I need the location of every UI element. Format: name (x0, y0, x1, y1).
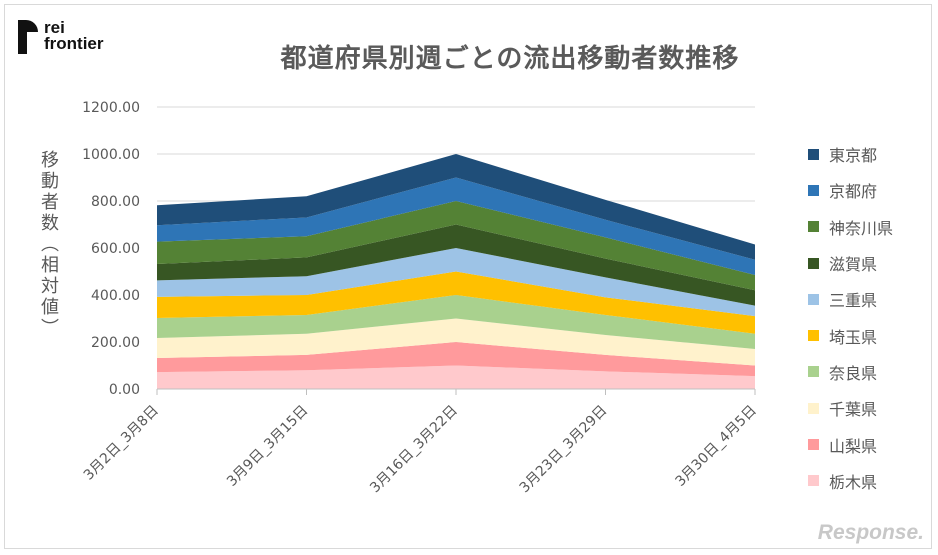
y-tick-label: 0.00 (109, 382, 140, 398)
x-tick-label: 3月2日_3月8日 (81, 403, 162, 484)
y-axis-label-char: ︵ (41, 234, 59, 255)
y-tick-label: 800.00 (91, 194, 140, 210)
y-tick-label: 400.00 (91, 288, 140, 304)
area-series (157, 177, 755, 276)
legend-label: 奈良県 (829, 363, 878, 383)
y-axis-label-char: 動 (41, 171, 59, 192)
y-axis-label-char: 移 (41, 150, 59, 171)
legend-label: 京都府 (829, 182, 878, 202)
y-tick-label: 1000.00 (82, 147, 140, 163)
area-series (157, 271, 755, 334)
legend-item: 京都府 (808, 172, 893, 208)
area-series (157, 224, 755, 306)
area-series (157, 201, 755, 291)
y-axis-label: 移動者数 ︵ 相対値 ︶ (38, 150, 62, 339)
y-axis-label-char: 者 (41, 192, 59, 213)
legend-item: 神奈川県 (808, 209, 893, 245)
legend-swatch (808, 402, 819, 414)
legend-swatch (808, 366, 819, 378)
legend-item: 千葉県 (808, 390, 893, 426)
x-tick-label: 3月9日_3月15日 (224, 403, 311, 490)
y-axis-label-char: 対 (41, 276, 59, 297)
area-series (157, 295, 755, 350)
logo-line1: rei (44, 18, 65, 37)
y-tick-label: 1200.00 (82, 100, 140, 116)
y-axis-label-char: 数 (41, 213, 59, 234)
legend-item: 三重県 (808, 281, 893, 317)
legend-swatch (808, 221, 819, 233)
logo: rei frontier (18, 18, 104, 54)
area-series (157, 248, 755, 317)
legend-label: 神奈川県 (829, 218, 894, 238)
y-tick-label: 200.00 (91, 335, 140, 351)
logo-line2: frontier (44, 34, 104, 53)
legend-item: 埼玉県 (808, 317, 893, 353)
legend-swatch (808, 475, 819, 487)
area-series (157, 154, 755, 260)
legend-swatch (808, 330, 819, 342)
y-axis-label-char: 値 (41, 297, 59, 318)
x-tick-label: 3月16日_3月22日 (367, 403, 461, 497)
legend-swatch (808, 439, 819, 451)
legend-item: 滋賀県 (808, 245, 893, 281)
legend: 東京都京都府神奈川県滋賀県三重県埼玉県奈良県千葉県山梨県栃木県 (808, 136, 893, 499)
y-axis-label-char: 相 (41, 255, 59, 276)
x-tick-label: 3月23日_3月29日 (517, 403, 611, 497)
legend-swatch (808, 293, 819, 305)
watermark: Response. (817, 521, 924, 544)
legend-item: 栃木県 (808, 463, 893, 499)
legend-item: 山梨県 (808, 426, 893, 462)
legend-swatch (808, 184, 819, 196)
legend-label: 山梨県 (829, 436, 878, 456)
y-tick-label: 600.00 (91, 241, 140, 257)
legend-label: 埼玉県 (829, 327, 878, 347)
logo-text: rei frontier (44, 18, 104, 53)
legend-label: 三重県 (829, 291, 878, 311)
legend-swatch (808, 257, 819, 269)
logo-mark-icon (18, 20, 38, 54)
area-series (157, 342, 755, 377)
chart-frame (4, 4, 932, 549)
legend-label: 栃木県 (829, 472, 878, 492)
x-tick-label: 3月30日_4月5日 (672, 403, 759, 490)
legend-label: 滋賀県 (829, 255, 878, 275)
area-series (157, 318, 755, 366)
legend-label: 東京都 (829, 146, 878, 166)
legend-item: 東京都 (808, 136, 893, 172)
legend-label: 千葉県 (829, 400, 878, 420)
legend-item: 奈良県 (808, 354, 893, 390)
y-axis-label-char: ︶ (41, 318, 59, 339)
chart-title: 都道府県別週ごとの流出移動者数推移 (280, 44, 740, 74)
legend-swatch (808, 148, 819, 160)
